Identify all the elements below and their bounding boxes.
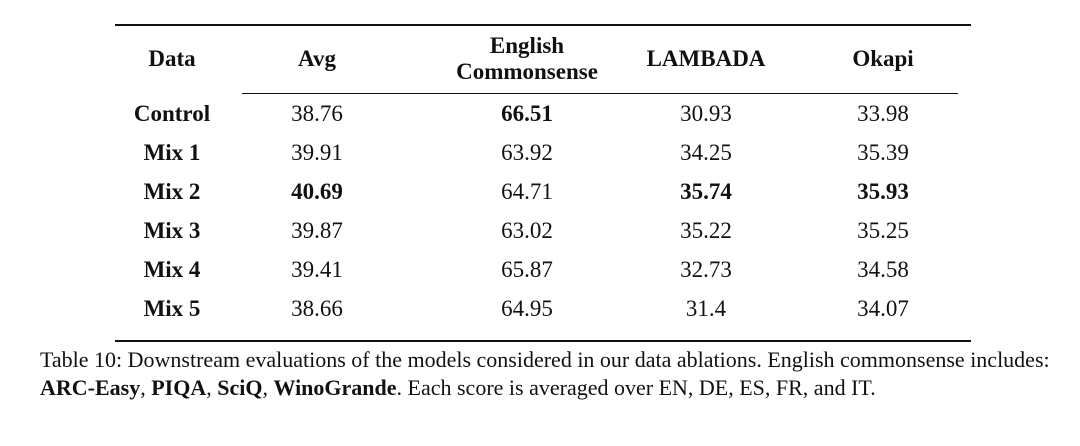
caption: Table 10: Downstream evaluations of the … (40, 346, 1050, 401)
caption-text: , (262, 374, 274, 400)
cell-value: 65.87 (501, 256, 553, 282)
row-label: Mix 3 (143, 217, 201, 243)
cell-value: 38.76 (291, 101, 343, 126)
row-label: Mix 5 (143, 295, 201, 321)
caption-text: , (140, 374, 152, 400)
caption-bold: WinoGrande (273, 374, 397, 400)
caption-bold: ARC-Easy (40, 374, 141, 400)
header-cell: Okapi (852, 46, 914, 71)
cell-value: 31.4 (685, 295, 727, 321)
cell-value: 66.51 (501, 101, 553, 126)
caption-text: . Each score is averaged over EN, DE, ES… (396, 374, 876, 400)
header-cell: Data (148, 46, 196, 71)
cell-value: 64.71 (501, 178, 553, 204)
cell-value: 34.25 (680, 139, 732, 165)
cell-value: 35.74 (680, 178, 732, 204)
cell-value: 34.58 (857, 256, 909, 282)
header-cell: Avg (298, 46, 336, 71)
header-rule (242, 93, 958, 94)
cell-value: 39.41 (291, 256, 343, 282)
cell-value: 35.25 (857, 217, 909, 243)
row-label: Mix 4 (143, 256, 201, 282)
caption-bold: SciQ (217, 374, 263, 400)
cell-value: 63.02 (501, 217, 553, 243)
caption-text: , (206, 374, 218, 400)
row-label: Control (133, 101, 211, 126)
row-label: Mix 2 (143, 178, 201, 204)
cell-value: 35.39 (857, 139, 909, 165)
caption-bold: PIQA (151, 374, 207, 400)
cell-value: 39.91 (291, 139, 343, 165)
top-rule (115, 24, 971, 26)
cell-value: 35.93 (857, 178, 909, 204)
cell-value: 40.69 (291, 178, 343, 204)
cell-value: 39.87 (291, 217, 343, 243)
header-cell: LAMBADA (646, 46, 766, 71)
cell-value: 30.93 (680, 101, 732, 126)
cell-value: 63.92 (501, 139, 553, 165)
cell-value: 38.66 (291, 295, 343, 321)
caption-text: Table 10: Downstream evaluations of the … (40, 347, 1050, 372)
cell-value: 35.22 (680, 217, 732, 243)
header-cell: English Commonsense (456, 33, 598, 84)
cell-value: 33.98 (857, 101, 909, 126)
cell-value: 64.95 (501, 295, 553, 321)
bottom-rule (115, 340, 971, 342)
row-label: Mix 1 (143, 139, 201, 165)
cell-value: 32.73 (680, 256, 732, 282)
cell-value: 34.07 (857, 295, 909, 321)
